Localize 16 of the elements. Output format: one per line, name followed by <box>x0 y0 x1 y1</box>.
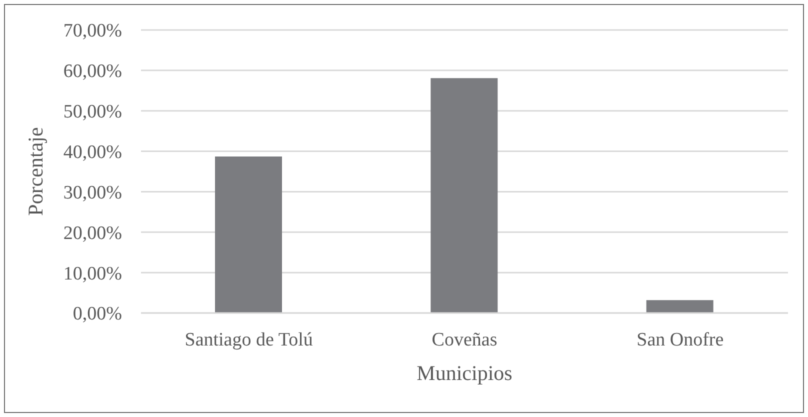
x-tick-label: San Onofre <box>636 329 724 350</box>
y-tick-label: 10,00% <box>63 263 122 284</box>
bar <box>430 78 498 313</box>
x-tick-label: Santiago de Tolú <box>184 329 314 350</box>
y-axis-title: Porcentaje <box>23 127 48 216</box>
x-axis-title: Municipios <box>416 361 512 385</box>
y-tick-label: 50,00% <box>63 102 122 123</box>
y-tick-label: 40,00% <box>63 142 122 164</box>
y-tick-label: 30,00% <box>63 182 122 204</box>
bar <box>646 300 714 313</box>
y-tick-label: 0,00% <box>72 304 122 325</box>
y-tick-label: 60,00% <box>63 61 122 82</box>
y-tick-label: 20,00% <box>63 222 122 244</box>
bar <box>215 156 282 313</box>
x-tick-label: Coveñas <box>432 329 498 350</box>
y-tick-label: 70,00% <box>63 20 122 42</box>
